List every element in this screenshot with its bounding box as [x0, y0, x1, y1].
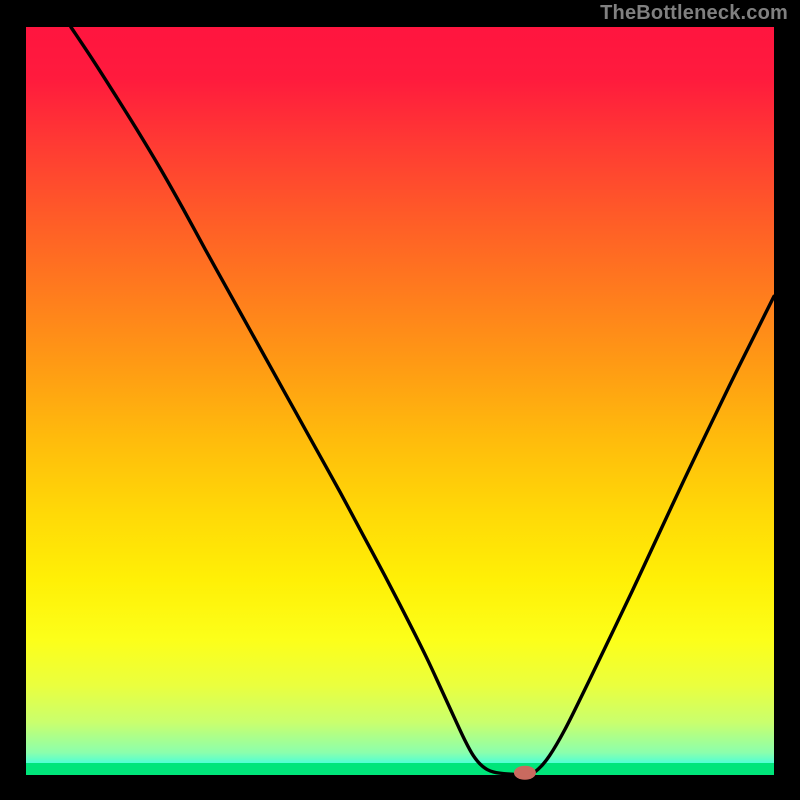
- optimal-marker: [514, 766, 536, 780]
- chart-baseline-band: [26, 763, 774, 775]
- watermark-text: TheBottleneck.com: [600, 2, 788, 25]
- chart-container: TheBottleneck.com: [0, 0, 800, 800]
- chart-background: [26, 27, 774, 775]
- bottleneck-chart: [0, 0, 800, 800]
